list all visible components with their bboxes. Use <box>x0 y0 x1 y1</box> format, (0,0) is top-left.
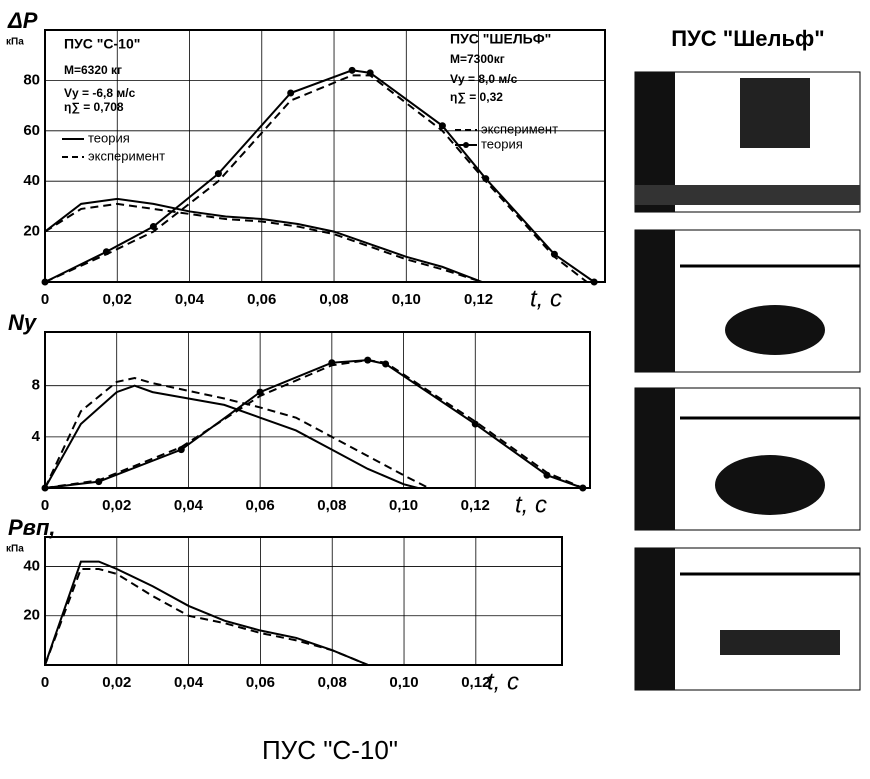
photo-shape <box>725 305 825 355</box>
legend-label: теория <box>481 136 523 151</box>
x-tick-label: 0 <box>41 497 49 514</box>
legend-label: эксперимент <box>88 148 165 163</box>
y-tick-label: 20 <box>23 223 40 240</box>
photos <box>634 71 861 691</box>
series-line <box>44 359 584 489</box>
x-tick-label: 0,12 <box>461 674 490 691</box>
x-tick-label: 0,02 <box>103 291 132 308</box>
photo-shape <box>635 388 675 530</box>
x-tick-label: 0 <box>41 291 49 308</box>
annotation: η∑ = 0,708 <box>64 100 124 114</box>
photo-shape <box>635 548 675 690</box>
photo-shape <box>715 455 825 515</box>
x-tick-label: 0,12 <box>461 497 490 514</box>
marker <box>41 278 49 286</box>
marker <box>579 484 587 492</box>
series-line <box>44 197 483 283</box>
x-tick-label: 0,04 <box>174 497 204 514</box>
caption: ПУС "С-10" <box>262 735 398 765</box>
annotation: η∑ = 0,32 <box>450 90 503 104</box>
series-line <box>44 202 483 283</box>
x-tick-label: 0,10 <box>389 674 418 691</box>
x-tick-label: 0,04 <box>175 291 205 308</box>
photos-title: ПУС "Шельф" <box>671 26 824 51</box>
marker <box>41 484 49 492</box>
y-tick-label: 20 <box>23 607 40 624</box>
series-line <box>44 74 588 283</box>
x-tick-label: 0,10 <box>392 291 421 308</box>
y-tick-label: 40 <box>23 172 40 189</box>
x-tick-label: 0,04 <box>174 674 204 691</box>
marker <box>366 69 374 77</box>
marker <box>382 360 390 368</box>
marker <box>590 278 598 286</box>
x-tick-label: 0,08 <box>319 291 348 308</box>
marker <box>438 122 446 130</box>
marker <box>543 471 551 479</box>
marker <box>214 170 222 178</box>
marker <box>102 248 110 256</box>
x-axis-label: t, c <box>487 668 519 695</box>
marker <box>328 359 336 367</box>
series-line <box>44 560 369 666</box>
x-axis-label: t, c <box>530 285 562 312</box>
marker <box>364 356 372 364</box>
y-axis-unit: кПа <box>6 544 24 555</box>
marker <box>149 223 157 231</box>
y-axis-label: Pвп, <box>8 515 56 540</box>
annotation: Vу = -6,8 м/с <box>64 86 136 100</box>
y-tick-label: 4 <box>32 428 41 445</box>
marker <box>482 175 490 183</box>
x-tick-label: 0,02 <box>102 674 131 691</box>
y-axis-label: ΔP <box>7 8 38 33</box>
marker <box>471 420 479 428</box>
x-tick-label: 0 <box>41 674 49 691</box>
x-tick-label: 0,08 <box>317 497 346 514</box>
x-tick-label: 0,06 <box>246 497 275 514</box>
legend-label: эксперимент <box>481 121 558 136</box>
x-tick-label: 0,06 <box>246 674 275 691</box>
marker <box>287 89 295 97</box>
y-axis-label: Nу <box>8 310 38 335</box>
photo-shape <box>635 230 675 372</box>
x-tick-label: 0,08 <box>318 674 347 691</box>
y-tick-label: 40 <box>23 558 40 575</box>
marker <box>550 250 558 258</box>
x-tick-label: 0,12 <box>464 291 493 308</box>
marker <box>177 446 185 454</box>
marker <box>348 66 356 74</box>
legend-label: теория <box>88 130 130 145</box>
plot-frame <box>44 331 591 489</box>
photo-shape <box>720 630 840 655</box>
series-line <box>44 69 595 283</box>
annotation: М=7300кг <box>450 52 505 66</box>
y-tick-label: 8 <box>32 377 40 394</box>
photo-shape <box>740 78 810 148</box>
marker <box>256 388 264 396</box>
x-tick-label: 0,10 <box>389 497 418 514</box>
x-tick-label: 0,06 <box>247 291 276 308</box>
plot-frame <box>44 536 563 666</box>
series-line <box>44 384 419 489</box>
annotation: ПУС "ШЕЛЬФ" <box>450 31 551 47</box>
annotation: Vу = 8,0 м/с <box>450 72 518 86</box>
series-line <box>44 568 369 666</box>
y-tick-label: 80 <box>23 71 40 88</box>
series-line <box>44 359 584 489</box>
x-tick-label: 0,02 <box>102 497 131 514</box>
plot-frame <box>44 29 606 283</box>
photo-shape <box>635 185 860 205</box>
legend-marker <box>463 142 469 148</box>
y-axis-unit: кПа <box>6 37 24 48</box>
series-line <box>44 377 430 489</box>
annotation: ПУС "С-10" <box>64 36 140 52</box>
x-axis-label: t, c <box>515 491 547 518</box>
annotation: М=6320 кг <box>64 63 122 77</box>
y-tick-label: 60 <box>23 122 40 139</box>
marker <box>95 478 103 486</box>
